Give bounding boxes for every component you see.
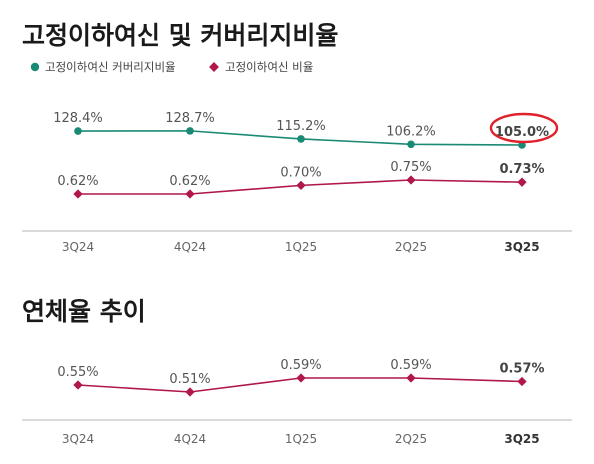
x-tick-label: 2Q25 xyxy=(395,240,427,254)
legend-marker-coverage xyxy=(30,62,40,72)
npl-ratio-point xyxy=(517,177,527,187)
coverage-ratio-data-label: 128.4% xyxy=(53,111,103,126)
coverage-ratio-data-label: 115.2% xyxy=(276,119,326,134)
delinquency-rate-point xyxy=(517,376,527,387)
delinquency-rate-data-label: 0.51% xyxy=(169,372,210,387)
chart-title-npl: 고정이하여신 및 커버리지비율 xyxy=(22,21,338,50)
npl-ratio-data-label: 0.62% xyxy=(57,174,98,189)
delinquency-rate-point xyxy=(185,387,195,397)
legend-marker-npl-ratio xyxy=(209,62,219,72)
delinquency-rate-point xyxy=(406,373,416,383)
npl-ratio-point xyxy=(406,175,416,185)
x-tick-label: 2Q25 xyxy=(395,432,427,446)
delinquency-rate-point xyxy=(296,373,306,383)
coverage-ratio-data-label: 105.0% xyxy=(495,125,549,140)
coverage-ratio-point xyxy=(74,127,82,135)
legend-label-npl-ratio: 고정이하여신 비율 xyxy=(225,60,313,74)
x-tick-label: 3Q25 xyxy=(504,432,539,446)
highlight-circle xyxy=(489,112,559,144)
npl-ratio-point xyxy=(73,189,83,199)
delinquency-rate-data-label: 0.57% xyxy=(499,362,544,377)
npl-ratio-data-label: 0.75% xyxy=(390,160,431,175)
npl-coverage-chart: 128.4% 128.7% 115.2% 106.2% 105.0% 0.62% 0.62%… xyxy=(22,111,572,254)
npl-ratio-data-label: 0.73% xyxy=(499,162,544,177)
npl-ratio-data-label: 0.70% xyxy=(280,165,321,180)
coverage-ratio-data-label: 106.2% xyxy=(386,124,436,139)
x-tick-label: 4Q24 xyxy=(174,432,206,446)
x-tick-label: 1Q25 xyxy=(285,240,317,254)
npl-ratio-data-label: 0.62% xyxy=(169,174,210,189)
legend: 고정이하여신 커버리지비율 고정이하여신 비율 xyxy=(30,60,313,74)
x-tick-label: 1Q25 xyxy=(285,432,317,446)
delinquency-rate-point xyxy=(73,380,83,390)
coverage-ratio-point xyxy=(407,140,415,149)
x-tick-label: 3Q24 xyxy=(62,432,94,446)
delinquency-rate-data-label: 0.59% xyxy=(280,358,321,373)
npl-ratio-point xyxy=(296,180,306,191)
x-tick-label: 3Q25 xyxy=(504,240,539,254)
x-tick-label: 3Q24 xyxy=(62,240,94,254)
delinquency-rate-data-label: 0.59% xyxy=(390,358,431,373)
delinquency-chart: 0.55% 0.51% 0.59% 0.59% 0.57% 3Q24 4Q24 1Q25 2Q2… xyxy=(22,358,572,446)
x-tick-label: 4Q24 xyxy=(174,240,206,254)
npl-ratio-point xyxy=(185,189,195,199)
delinquency-rate-data-label: 0.55% xyxy=(57,365,98,380)
coverage-ratio-point xyxy=(186,127,194,135)
chart-title-delinquency: 연체율 추이 xyxy=(22,297,146,326)
coverage-ratio-point xyxy=(297,135,305,143)
legend-label-coverage: 고정이하여신 커버리지비율 xyxy=(45,60,176,74)
coverage-ratio-data-label: 128.7% xyxy=(165,111,215,126)
